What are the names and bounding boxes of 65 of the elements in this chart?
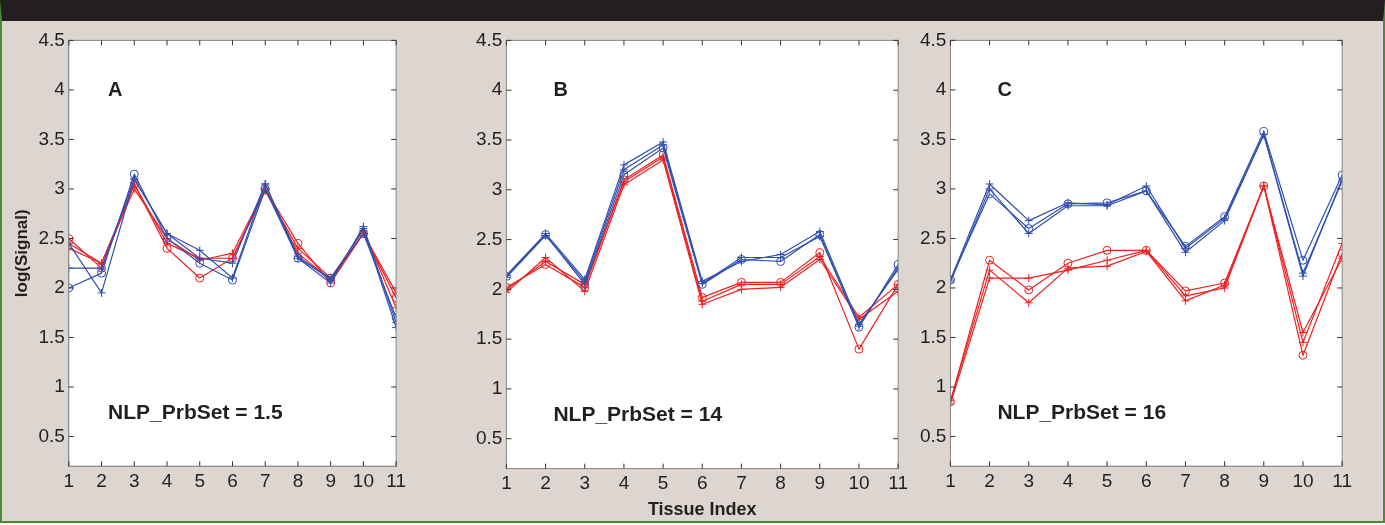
- y-tick-label: 1: [491, 377, 503, 399]
- x-tick-label: 9: [1258, 469, 1270, 491]
- x-tick-label: 6: [696, 472, 708, 494]
- y-tick-label: 1.5: [919, 325, 947, 347]
- y-tick-label: 4.5: [919, 28, 947, 50]
- y-tick-label: 4: [491, 78, 503, 100]
- x-tick-label: 5: [657, 472, 669, 494]
- annotation: A: [108, 77, 123, 100]
- x-tick-label: 11: [386, 469, 407, 491]
- y-tick-label: 2: [54, 276, 65, 298]
- y-tick-label: 3.5: [475, 128, 503, 150]
- y-tick-label: 4.5: [475, 28, 503, 50]
- x-tick-label: 11: [888, 472, 909, 494]
- y-tick-label: 0.5: [919, 424, 947, 446]
- x-tick-label: 7: [259, 469, 271, 491]
- x-tick-label: 9: [814, 472, 826, 494]
- x-tick-label: 6: [1140, 469, 1152, 491]
- x-tick-label: 4: [161, 469, 173, 491]
- x-tick-label: 4: [618, 472, 630, 494]
- x-tick-label: 4: [1062, 469, 1074, 491]
- x-tick-label: 8: [1219, 469, 1230, 491]
- y-tick-label: 1: [935, 375, 947, 397]
- x-tick-label: 2: [540, 472, 551, 494]
- x-tick-label: 8: [775, 472, 786, 494]
- x-tick-label: 7: [1180, 469, 1191, 491]
- x-tick-label: 10: [848, 472, 870, 494]
- y-tick-label: 3.5: [38, 127, 65, 149]
- x-tick-label: 2: [96, 469, 107, 491]
- y-tick-label: 1: [54, 375, 65, 397]
- x-tick-label: 10: [352, 469, 374, 491]
- x-tick-label: 11: [1332, 469, 1353, 491]
- x-tick-label: 5: [1101, 469, 1113, 491]
- y-tick-label: 1.5: [38, 325, 65, 347]
- y-tick-label: 0.5: [475, 426, 503, 448]
- annotation: B: [553, 78, 568, 101]
- y-axis-title: log(Signal): [11, 209, 31, 298]
- x-tick-label: 3: [1023, 469, 1035, 491]
- y-tick-label: 3: [935, 177, 947, 199]
- y-tick-label: 1.5: [475, 327, 503, 349]
- y-tick-label: 4: [935, 78, 947, 100]
- x-tick-label: 5: [194, 469, 206, 491]
- x-tick-label: 7: [736, 472, 747, 494]
- y-tick-label: 4: [54, 78, 66, 100]
- y-tick-label: 3: [491, 178, 503, 200]
- annotation: NLP_PrbSet = 14: [553, 402, 723, 426]
- y-tick-label: 0.5: [38, 424, 65, 446]
- annotation: NLP_PrbSet = 1.5: [108, 400, 283, 424]
- x-tick-label: 3: [128, 469, 140, 491]
- y-tick-label: 2.5: [475, 227, 503, 249]
- y-tick-label: 4.5: [38, 28, 65, 50]
- y-tick-label: 2.5: [919, 226, 947, 248]
- annotation: NLP_PrbSet = 16: [997, 400, 1167, 424]
- y-tick-label: 2: [935, 276, 947, 298]
- y-tick-label: 2: [491, 277, 503, 299]
- x-tick-label: 3: [579, 472, 591, 494]
- annotation: C: [997, 77, 1012, 100]
- y-tick-label: 3: [54, 177, 65, 199]
- x-tick-label: 9: [325, 469, 336, 491]
- x-tick-label: 6: [227, 469, 238, 491]
- x-tick-label: 10: [1292, 469, 1314, 491]
- x-tick-label: 2: [984, 469, 995, 491]
- x-tick-label: 8: [292, 469, 304, 491]
- y-tick-label: 2.5: [38, 226, 65, 248]
- y-tick-label: 3.5: [919, 127, 947, 149]
- x-axis-title: Tissue Index: [647, 499, 757, 520]
